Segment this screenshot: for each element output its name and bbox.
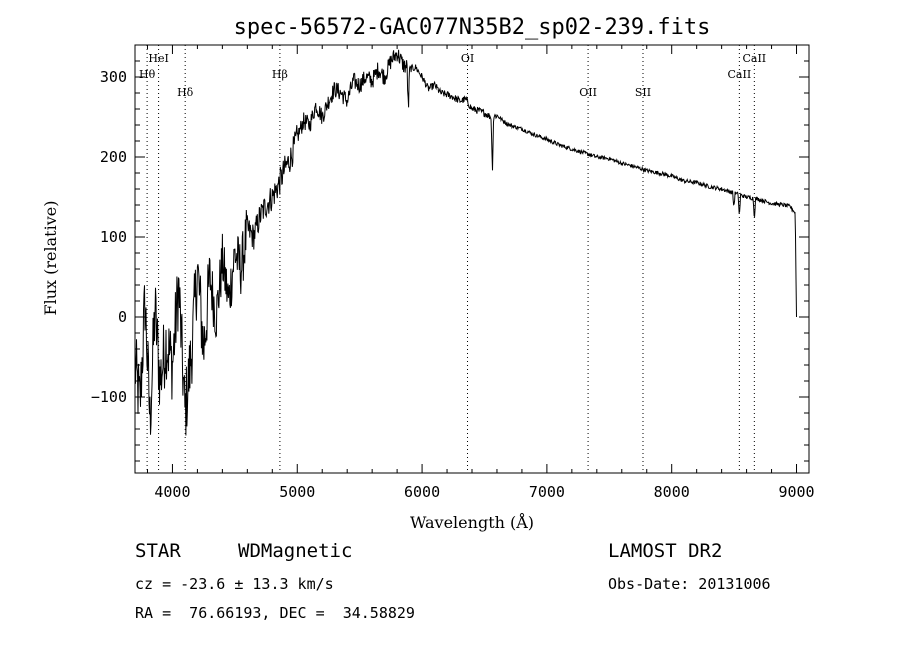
y-tick-label: 100 xyxy=(100,228,127,246)
survey-label: LAMOST DR2 xyxy=(608,540,723,562)
y-tick-label: −100 xyxy=(91,388,127,406)
line-marker-label: Hδ xyxy=(177,86,194,99)
y-axis-label: Flux (relative) xyxy=(41,201,60,316)
spectrum-line xyxy=(134,49,797,436)
x-tick-label: 6000 xyxy=(404,483,440,501)
y-tick-label: 0 xyxy=(118,308,127,326)
line-marker-label: OI xyxy=(461,52,474,65)
spectral-line-markers: HeI Hθ Hδ Hβ OI OII SII CaII CaII xyxy=(139,45,766,473)
y-tick-label: 300 xyxy=(100,68,127,86)
class-label: STAR xyxy=(135,540,181,562)
x-axis-label: Wavelength (Å) xyxy=(410,512,534,532)
axes: 4000 5000 6000 7000 8000 9000 −100 0 100 200 300 xyxy=(91,44,815,501)
chart-title: spec-56572-GAC077N35B2_sp02-239.fits xyxy=(234,15,711,40)
x-tick-label: 5000 xyxy=(279,483,315,501)
redshift-label: cz = -23.6 ± 13.3 km/s xyxy=(135,575,334,593)
x-tick-label: 9000 xyxy=(778,483,814,501)
coords-label: RA = 76.66193, DEC = 34.58829 xyxy=(135,604,415,622)
x-tick-label: 7000 xyxy=(529,483,565,501)
line-marker-label: SII xyxy=(635,86,651,99)
line-marker-label: CaII xyxy=(728,68,752,81)
line-marker-label: Hβ xyxy=(272,68,288,81)
obs-date-label: Obs-Date: 20131006 xyxy=(608,575,771,593)
line-marker-label: OII xyxy=(579,86,597,99)
x-tick-label: 8000 xyxy=(654,483,690,501)
line-marker-label: CaII xyxy=(742,52,766,65)
line-marker-label: HeI xyxy=(148,52,168,65)
plot-frame xyxy=(134,44,810,474)
x-tick-label: 4000 xyxy=(154,483,190,501)
y-tick-label: 200 xyxy=(100,148,127,166)
line-marker-label: Hθ xyxy=(139,68,156,81)
subclass-label: WDMagnetic xyxy=(238,540,353,562)
spectrum-series xyxy=(134,49,797,436)
